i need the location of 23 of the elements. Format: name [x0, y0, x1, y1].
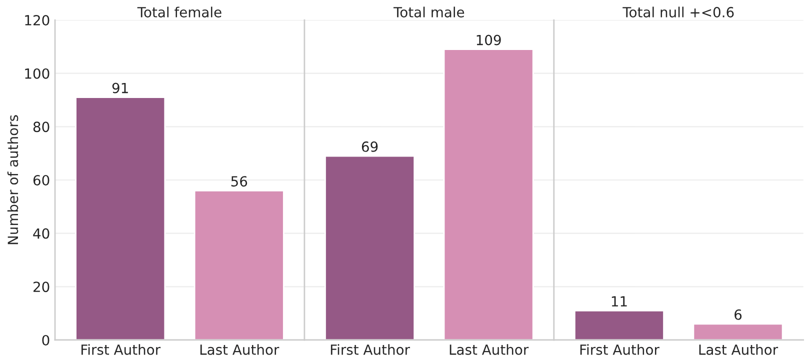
y-tick-label: 120 — [25, 14, 50, 26]
x-tick-label: First Author — [330, 344, 410, 355]
x-tick-label: Last Author — [699, 344, 778, 355]
data-label: 6 — [734, 309, 742, 320]
x-tick-label: Last Author — [450, 344, 529, 355]
data-label: 56 — [231, 176, 248, 187]
y-axis-title: Number of authors — [7, 115, 18, 244]
y-tick-label: 40 — [33, 228, 50, 239]
data-label: 11 — [612, 296, 627, 306]
y-tick-label: 80 — [33, 122, 50, 132]
x-tick-label: First Author — [82, 344, 161, 355]
y-tick-label: 100 — [25, 68, 50, 79]
y-tick-label: 20 — [33, 282, 50, 292]
chart-title: Total female — [137, 6, 222, 18]
data-label: 91 — [112, 82, 128, 94]
x-tick-label: First Author — [580, 344, 660, 355]
chart-title: Total null +<0.6 — [622, 6, 734, 18]
x-tick-label: Last Author — [200, 344, 280, 355]
chart-title: Total male — [393, 6, 464, 18]
y-tick-label: 60 — [33, 174, 50, 186]
y-tick-label: 0 — [42, 334, 50, 346]
data-label: 109 — [476, 34, 501, 46]
data-label: 69 — [362, 141, 378, 152]
